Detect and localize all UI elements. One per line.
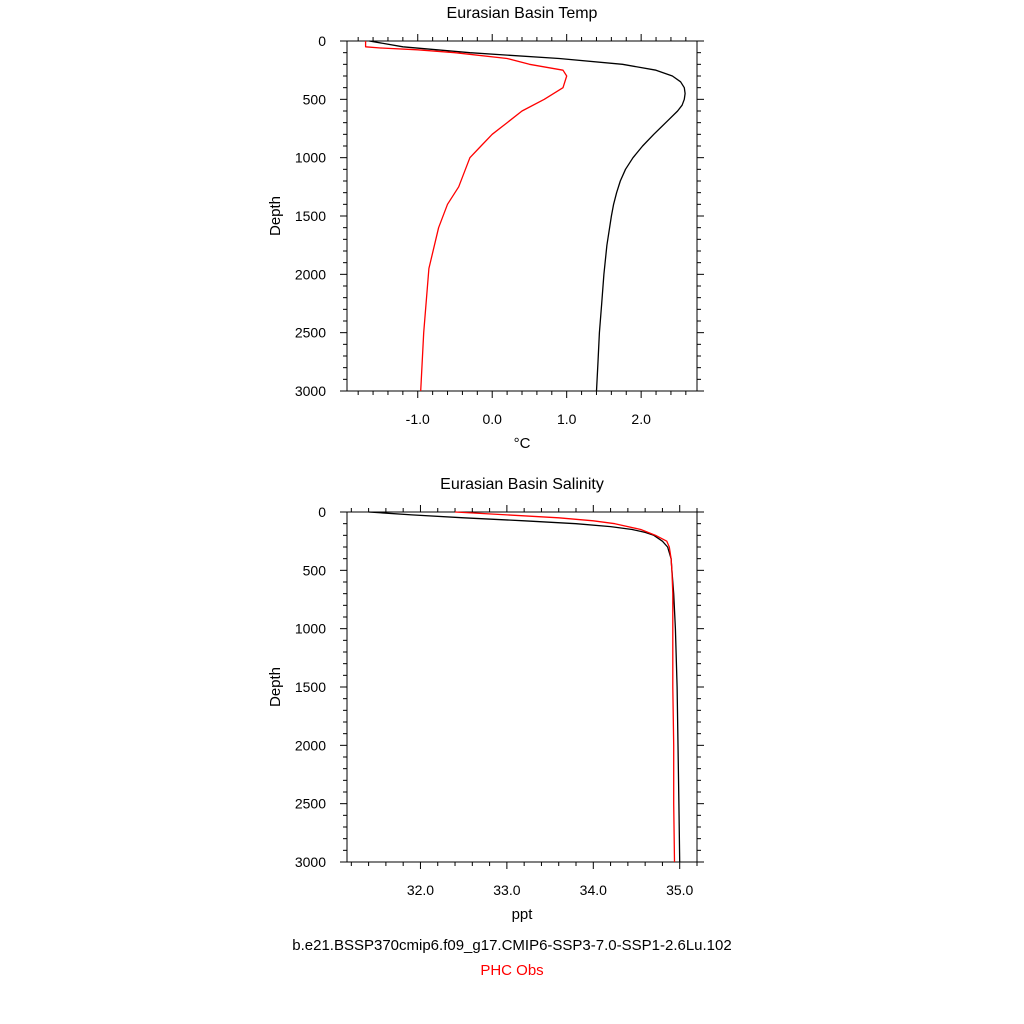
- sal-y-axis-label: Depth: [267, 667, 284, 707]
- sal-x-tick-label: 32.0: [407, 882, 434, 898]
- sal-y-tick-label: 1500: [295, 679, 326, 695]
- sal-chart-title: Eurasian Basin Salinity: [440, 476, 604, 493]
- temp-x-tick-label: -1.0: [406, 411, 430, 427]
- temp-y-tick-label: 3000: [295, 383, 326, 399]
- temp-y-tick-label: 1500: [295, 208, 326, 224]
- sal-x-tick-label: 33.0: [493, 882, 520, 898]
- legend-obs: PHC Obs: [480, 962, 544, 979]
- temp-x-axis-label: °C: [514, 435, 531, 452]
- sal-y-tick-label: 2000: [295, 737, 326, 753]
- temp-model-series-line: [369, 40, 686, 392]
- sal-x-axis-label: ppt: [512, 906, 534, 923]
- temp-y-tick-label: 0: [318, 33, 326, 49]
- temp-y-tick-label: 2000: [295, 266, 326, 282]
- sal-y-tick-label: 500: [303, 562, 327, 578]
- sal-y-tick-label: 2500: [295, 796, 326, 812]
- sal-x-tick-label: 34.0: [580, 882, 607, 898]
- sal-x-tick-label: 35.0: [666, 882, 693, 898]
- sal-obs-series-line: [454, 511, 676, 863]
- sal-plot-frame: [346, 511, 698, 863]
- temp-obs-series-line: [364, 41, 568, 392]
- temp-x-tick-label: 2.0: [631, 411, 651, 427]
- salinity-profile-chart: Eurasian Basin Salinity Depth ppt 0 500 1000 1…: [267, 476, 704, 923]
- temp-y-axis-label: Depth: [267, 196, 284, 236]
- sal-y-tick-label: 1000: [295, 621, 326, 637]
- temp-x-tick-label: 1.0: [557, 411, 577, 427]
- legend-model-run: b.e21.BSSP370cmip6.f09_g17.CMIP6-SSP3-7.…: [292, 937, 732, 954]
- temp-x-tick-label: 0.0: [482, 411, 502, 427]
- temp-y-tick-label: 1000: [295, 150, 326, 166]
- temp-plot-frame: [346, 40, 698, 392]
- temperature-profile-chart: Eurasian Basin Temp Depth °C 0 500 1000 1500 20…: [267, 5, 704, 452]
- sal-model-series-line: [368, 511, 681, 863]
- temp-y-tick-label: 2500: [295, 325, 326, 341]
- sal-y-tick-label: 3000: [295, 854, 326, 870]
- temp-chart-title: Eurasian Basin Temp: [447, 5, 598, 22]
- temp-y-tick-label: 500: [303, 91, 327, 107]
- sal-y-tick-label: 0: [318, 504, 326, 520]
